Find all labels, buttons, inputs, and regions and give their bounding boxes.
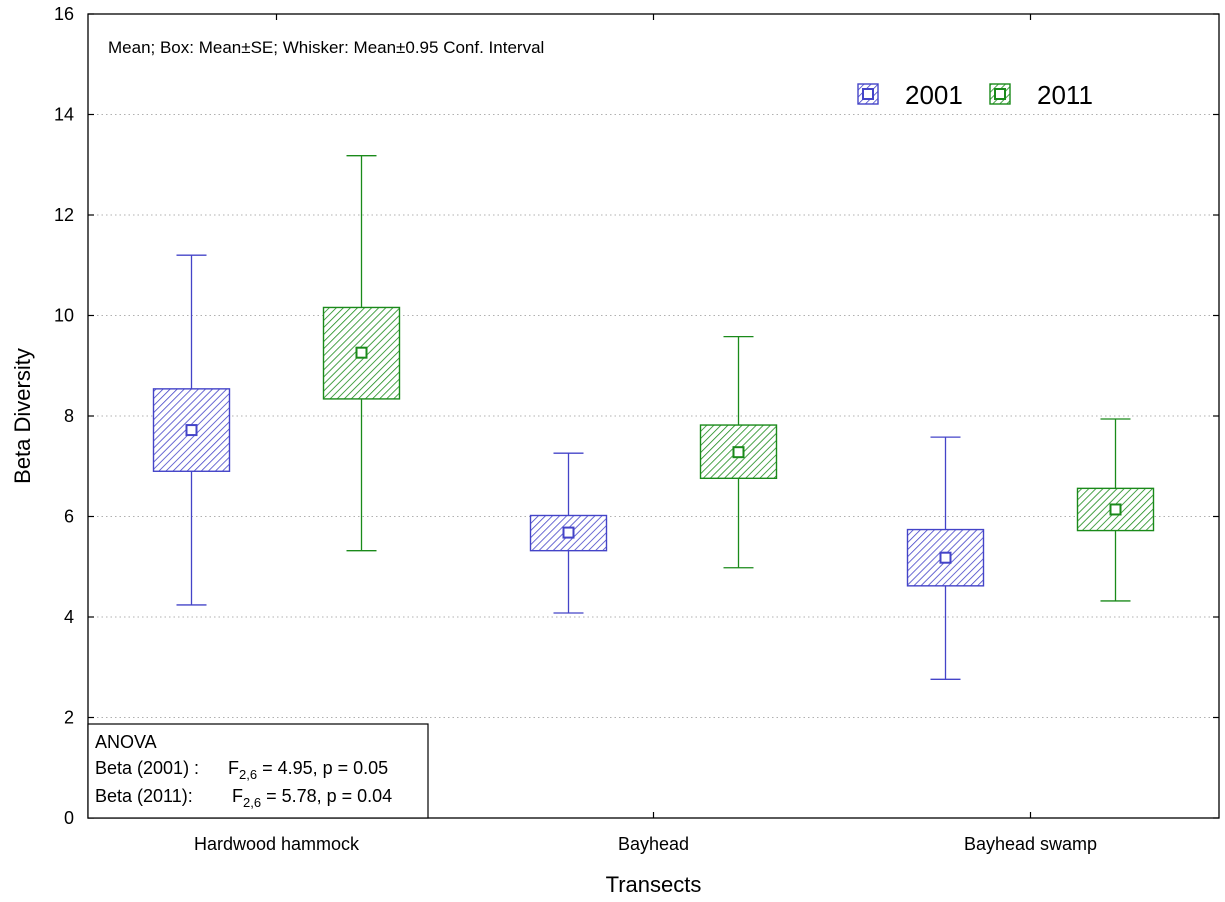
mean-marker [732,446,745,459]
y-tick-label: 16 [54,4,74,24]
chart-note: Mean; Box: Mean±SE; Whisker: Mean±0.95 C… [108,38,544,57]
y-tick-label: 0 [64,808,74,828]
y-tick-label: 10 [54,306,74,326]
legend-item-2001: 2001 [857,80,963,110]
series-2011 [322,155,1155,602]
box-2001 [529,452,608,614]
mean-marker [1109,503,1122,516]
x-tick-label: Bayhead swamp [964,834,1097,854]
anova-row-stat: F2,6 = 5.78, p = 0.04 [232,786,392,810]
gridlines [88,114,1219,718]
legend-marker [862,88,874,100]
legend-label: 2011 [1037,80,1093,110]
y-tick-label: 14 [54,105,74,125]
legend: 2001 2011 [857,80,1093,110]
anova-row-label: Beta (2001) : [95,758,199,778]
legend-marker [994,88,1006,100]
x-tick-label: Hardwood hammock [194,834,360,854]
x-axis-label: Transects [606,872,702,897]
y-axis-label: Beta Diversity [10,348,35,484]
anova-row-stat: F2,6 = 4.95, p = 0.05 [228,758,388,782]
y-tick-label: 12 [54,205,74,225]
x-tick-label: Bayhead [618,834,689,854]
legend-label: 2001 [905,80,963,110]
anova-frame [87,723,429,819]
series-2001 [152,254,985,680]
x-axis-ticks: Hardwood hammock Bayhead Bayhead swamp [194,14,1097,854]
plot-frame [87,13,1220,819]
box-series [152,155,1155,680]
box-2011 [1076,418,1155,602]
anova-row-label: Beta (2011): [95,786,193,806]
mean-marker [355,346,368,359]
legend-item-2011: 2011 [989,80,1093,110]
mean-marker [562,526,575,539]
mean-marker [939,551,952,564]
y-tick-label: 8 [64,406,74,426]
anova-title: ANOVA [95,732,157,752]
y-tick-label: 4 [64,607,74,627]
box-2001 [906,436,985,680]
anova-annotation: ANOVA Beta (2001) : F2,6 = 4.95, p = 0.05… [87,723,429,819]
box-2011 [699,335,778,569]
box-2001 [152,254,231,606]
y-tick-label: 2 [64,708,74,728]
y-tick-label: 6 [64,507,74,527]
mean-marker [185,424,198,437]
box-2011 [322,155,401,552]
